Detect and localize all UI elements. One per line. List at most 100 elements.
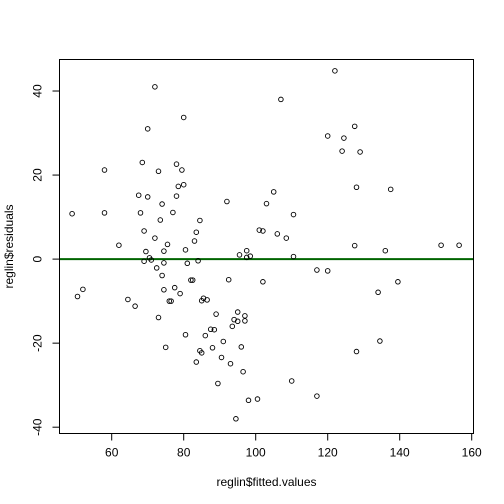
data-point [263,200,270,207]
y-tick-label: 40 [31,84,45,98]
data-point [101,210,108,216]
data-point [101,167,108,173]
data-point [314,393,320,399]
data-point [290,211,297,218]
data-point [341,135,347,141]
x-axis: 60 80 100 120 140 160 [105,433,482,460]
data-point [189,277,196,283]
data-point [152,235,158,241]
data-point [274,231,281,237]
x-axis-label: reglin$fitted.values [216,475,316,489]
data-point [395,279,401,285]
data-point [270,189,277,195]
y-tick-label: 0 [31,255,45,262]
data-point [143,248,149,255]
data-point [141,228,147,234]
data-point [191,238,198,244]
y-axis-label: reglin$residuals [2,204,16,288]
data-point [173,161,180,167]
data-point [339,148,345,154]
y-tick-label: -20 [31,334,45,352]
data-point [260,279,266,285]
data-point [242,313,248,319]
data-point [353,184,360,190]
data-point [171,284,178,291]
data-point [324,133,331,139]
data-point [243,254,250,261]
y-axis: -40 -20 0 20 40 [31,84,60,436]
data-point [225,276,232,283]
data-point [161,248,167,254]
data-point [74,293,81,300]
data-point [234,318,241,325]
data-points [69,68,462,422]
data-point [288,378,295,384]
data-point [229,323,236,330]
data-point [125,296,131,303]
data-point [144,126,151,132]
data-point [155,168,162,175]
data-point [144,194,151,200]
data-point [180,181,187,188]
data-point [247,253,254,259]
data-point [240,368,246,375]
data-point [116,242,122,248]
data-point [179,167,185,173]
data-point [215,380,221,387]
data-point [161,287,167,293]
data-point [161,260,167,266]
data-point [166,298,173,304]
data-point [324,268,331,274]
data-point [234,309,241,315]
data-point [193,359,200,365]
data-point [456,242,462,248]
data-point [177,290,183,297]
x-tick-label: 160 [462,446,482,460]
data-point [132,303,138,309]
data-point [224,198,230,205]
y-tick-label: 20 [31,168,45,182]
data-point [204,297,210,303]
data-point [260,228,266,234]
data-point [209,345,216,351]
data-point [256,227,263,233]
data-point [170,209,176,216]
data-point [80,286,86,293]
x-tick-label: 120 [318,446,338,460]
data-point [159,272,165,279]
data-point [314,267,320,273]
data-point [332,68,338,74]
data-point [139,159,146,166]
data-point [236,252,243,258]
data-point [195,258,201,264]
data-point [438,242,444,248]
data-point [243,247,250,254]
data-point [207,326,214,333]
data-point [152,84,158,90]
x-tick-label: 80 [177,446,191,460]
data-point [211,326,218,333]
data-point [375,289,381,296]
data-point [238,344,245,350]
x-tick-label: 140 [390,446,410,460]
data-point [135,192,142,198]
data-point [357,149,363,155]
data-point [188,277,194,283]
data-point [175,183,182,190]
data-point [220,338,227,345]
data-point [182,331,189,338]
data-point [164,241,171,248]
data-point [182,247,189,253]
data-point [153,265,160,271]
data-point [137,210,144,216]
data-point [387,186,394,193]
data-point [351,123,358,130]
data-point [278,96,284,103]
data-point [254,396,261,402]
plot-frame [59,59,474,434]
data-point [184,260,191,267]
data-point [213,311,219,317]
data-point [202,332,209,339]
